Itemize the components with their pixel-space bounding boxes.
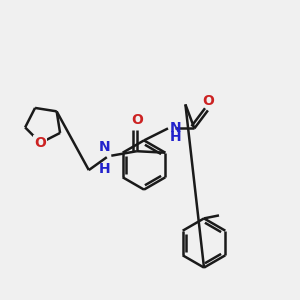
Text: N: N [98,140,110,154]
Text: H: H [98,162,110,176]
Text: H: H [170,130,182,144]
Text: O: O [34,136,46,150]
Text: O: O [202,94,214,108]
Text: O: O [131,113,143,127]
Text: N: N [170,122,182,135]
